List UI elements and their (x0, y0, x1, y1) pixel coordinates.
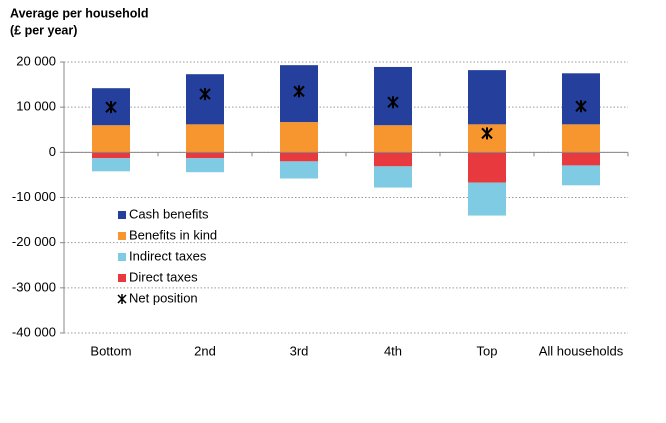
bar-segment (92, 125, 130, 153)
bar-segment (186, 124, 224, 153)
net-marker (387, 96, 399, 109)
x-tick-label: All households (539, 343, 624, 358)
legend-swatch (118, 253, 126, 261)
net-marker (575, 100, 587, 113)
bar-segment (92, 158, 130, 172)
bar-segment (374, 152, 412, 167)
bar-segment (92, 152, 130, 159)
bar-segment (186, 158, 224, 173)
net-marker (105, 101, 117, 114)
bar-segment (374, 125, 412, 153)
bar-segment (468, 182, 506, 216)
bar-segment (374, 166, 412, 188)
bar-segment (280, 152, 318, 162)
x-tick-label: 3rd (290, 343, 309, 358)
x-tick-label: Bottom (90, 343, 131, 358)
bar-segment (562, 165, 600, 186)
net-marker (481, 127, 493, 140)
y-axis-unit: (£ per year) (10, 23, 77, 37)
x-tick-label: 2nd (194, 343, 216, 358)
y-tick-label: 20 000 (16, 53, 56, 68)
y-tick-label: -20 000 (12, 234, 56, 249)
y-tick-label: 10 000 (16, 99, 56, 114)
bar-segment (562, 73, 600, 125)
legend-swatch (118, 232, 126, 240)
bar-segment (468, 70, 506, 125)
x-tick-label: 4th (384, 343, 402, 358)
y-tick-label: -30 000 (12, 279, 56, 294)
legend-label: Direct taxes (129, 269, 198, 284)
y-tick-label: 0 (49, 144, 56, 159)
legend-label: Indirect taxes (129, 248, 207, 263)
y-tick-label: -10 000 (12, 189, 56, 204)
legend-swatch (118, 274, 126, 282)
bar-segment (280, 122, 318, 153)
bar-segment (186, 152, 224, 159)
bar-segment (374, 66, 412, 126)
bar-segment (468, 152, 506, 183)
legend-swatch (118, 211, 126, 219)
net-marker (293, 85, 305, 98)
bar-segment (562, 152, 600, 166)
y-tick-label: -40 000 (12, 324, 56, 339)
legend-marker (117, 294, 127, 304)
x-tick-label: Top (477, 343, 498, 358)
legend-label: Net position (129, 290, 198, 305)
bar-segment (562, 124, 600, 153)
bar-segment (280, 161, 318, 179)
legend-label: Cash benefits (129, 206, 209, 221)
legend-label: Benefits in kind (129, 227, 217, 242)
y-axis-title: Average per household (10, 6, 148, 20)
net-marker (199, 88, 211, 101)
